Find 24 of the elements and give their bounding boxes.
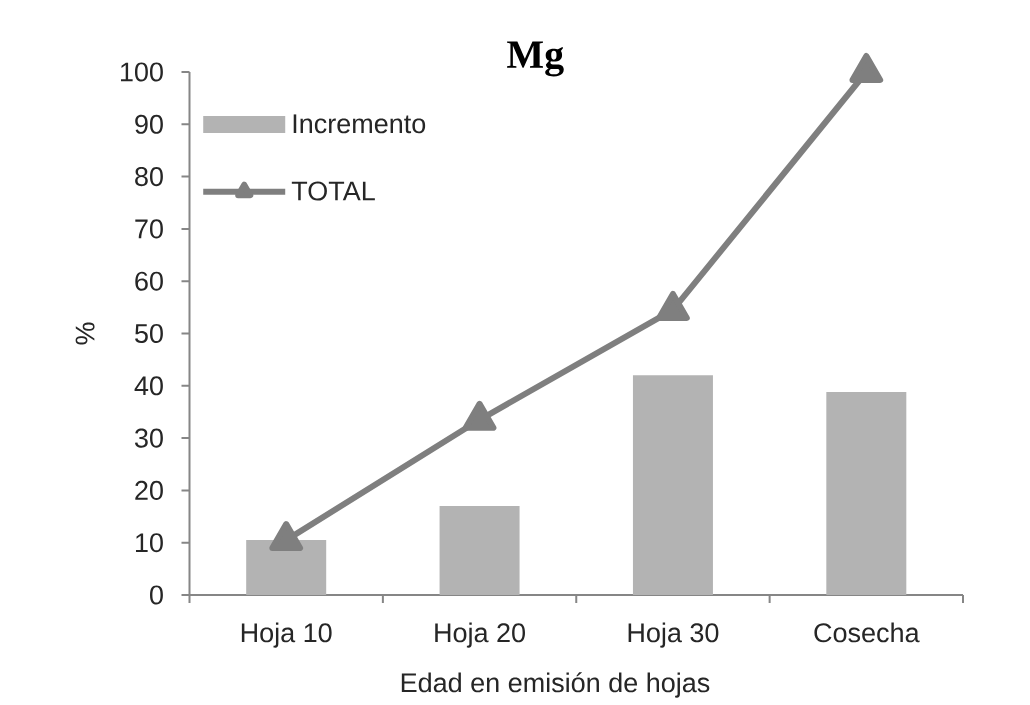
y-tick-label: 50 bbox=[135, 323, 163, 344]
x-axis-title: Edad en emisión de hojas bbox=[401, 672, 710, 698]
y-tick-label: 40 bbox=[134, 376, 163, 396]
chart-title: Mg bbox=[507, 41, 564, 77]
y-tick-label: 70 bbox=[135, 219, 163, 239]
legend-label: TOTAL bbox=[291, 181, 375, 201]
bar bbox=[826, 392, 907, 595]
y-tick-label: 0 bbox=[150, 585, 163, 605]
x-tick-label: Hoja 30 bbox=[628, 622, 719, 648]
bar bbox=[246, 540, 327, 595]
legend-label: Incremento bbox=[293, 114, 426, 134]
x-tick-label: Hoja 20 bbox=[435, 622, 525, 648]
y-tick-label: 60 bbox=[135, 271, 163, 291]
y-tick-label: 90 bbox=[135, 114, 163, 134]
y-tick-label: 80 bbox=[135, 167, 163, 187]
y-tick-label: 10 bbox=[135, 533, 163, 553]
bar bbox=[632, 375, 713, 595]
y-tick-label: 20 bbox=[135, 480, 163, 500]
x-tick-label: Hoja 10 bbox=[241, 622, 332, 648]
bar bbox=[439, 506, 520, 595]
y-axis-title: % bbox=[75, 322, 95, 345]
y-tick-label: 30 bbox=[134, 428, 163, 448]
x-tick-label: Cosecha bbox=[814, 622, 920, 643]
y-tick-label: 100 bbox=[120, 62, 163, 82]
